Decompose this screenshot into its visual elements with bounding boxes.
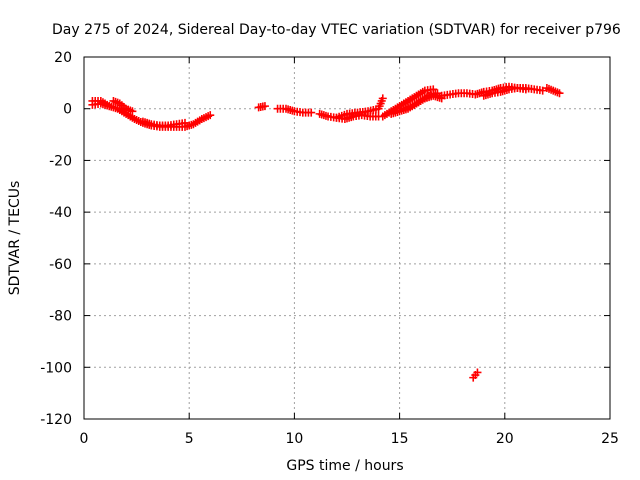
y-tick-label: -80 (49, 309, 72, 325)
y-tick-label: -40 (49, 205, 72, 221)
plot-frame (83, 56, 611, 420)
data-point (260, 102, 269, 111)
series-arc11 (399, 89, 442, 113)
y-axis-label: SDTVAR / TECUs (7, 181, 23, 296)
series-arc3 (109, 96, 137, 116)
data-point (555, 89, 564, 98)
series-arc14 (542, 84, 564, 98)
y-tick-label: -20 (49, 153, 72, 169)
series-arc13 (479, 84, 530, 100)
series-arc2 (88, 99, 114, 111)
data-point (128, 107, 137, 116)
series-arc9 (378, 85, 438, 121)
y-tick-label: -60 (49, 257, 72, 273)
y-tick-label: -120 (40, 412, 72, 428)
series-arc5 (254, 102, 269, 112)
series-arc7 (315, 109, 383, 124)
series-arc8 (332, 94, 387, 122)
chart-title: Day 275 of 2024, Sidereal Day-to-day VTE… (52, 22, 621, 38)
x-tick-label: 5 (185, 431, 194, 447)
x-tick-label: 10 (285, 431, 303, 447)
data-points (88, 82, 564, 382)
grid-lines (84, 57, 610, 419)
data-point (473, 368, 482, 377)
data-point (538, 86, 547, 95)
x-axis-label: GPS time / hours (286, 458, 403, 474)
y-tick-label: -100 (40, 360, 72, 376)
series-outlier (469, 368, 482, 382)
data-point (206, 111, 215, 120)
data-point (105, 102, 114, 111)
data-point (180, 118, 189, 127)
x-tick-labels: 0 5 10 15 20 25 (80, 431, 619, 447)
data-point (378, 94, 387, 103)
x-tick-label: 25 (601, 431, 619, 447)
y-tick-label: 20 (54, 50, 72, 66)
series-arc4 (138, 117, 189, 130)
data-point (521, 85, 530, 94)
x-tick-label: 0 (80, 431, 89, 447)
y-tick-label: 0 (63, 102, 72, 118)
x-tick-label: 15 (391, 431, 409, 447)
data-point (433, 89, 442, 98)
x-tick-label: 20 (496, 431, 514, 447)
data-point (307, 108, 316, 117)
series-arc6 (273, 104, 316, 117)
y-tick-labels: 20 0 -20 -40 -60 -80 -100 -120 (40, 50, 72, 428)
